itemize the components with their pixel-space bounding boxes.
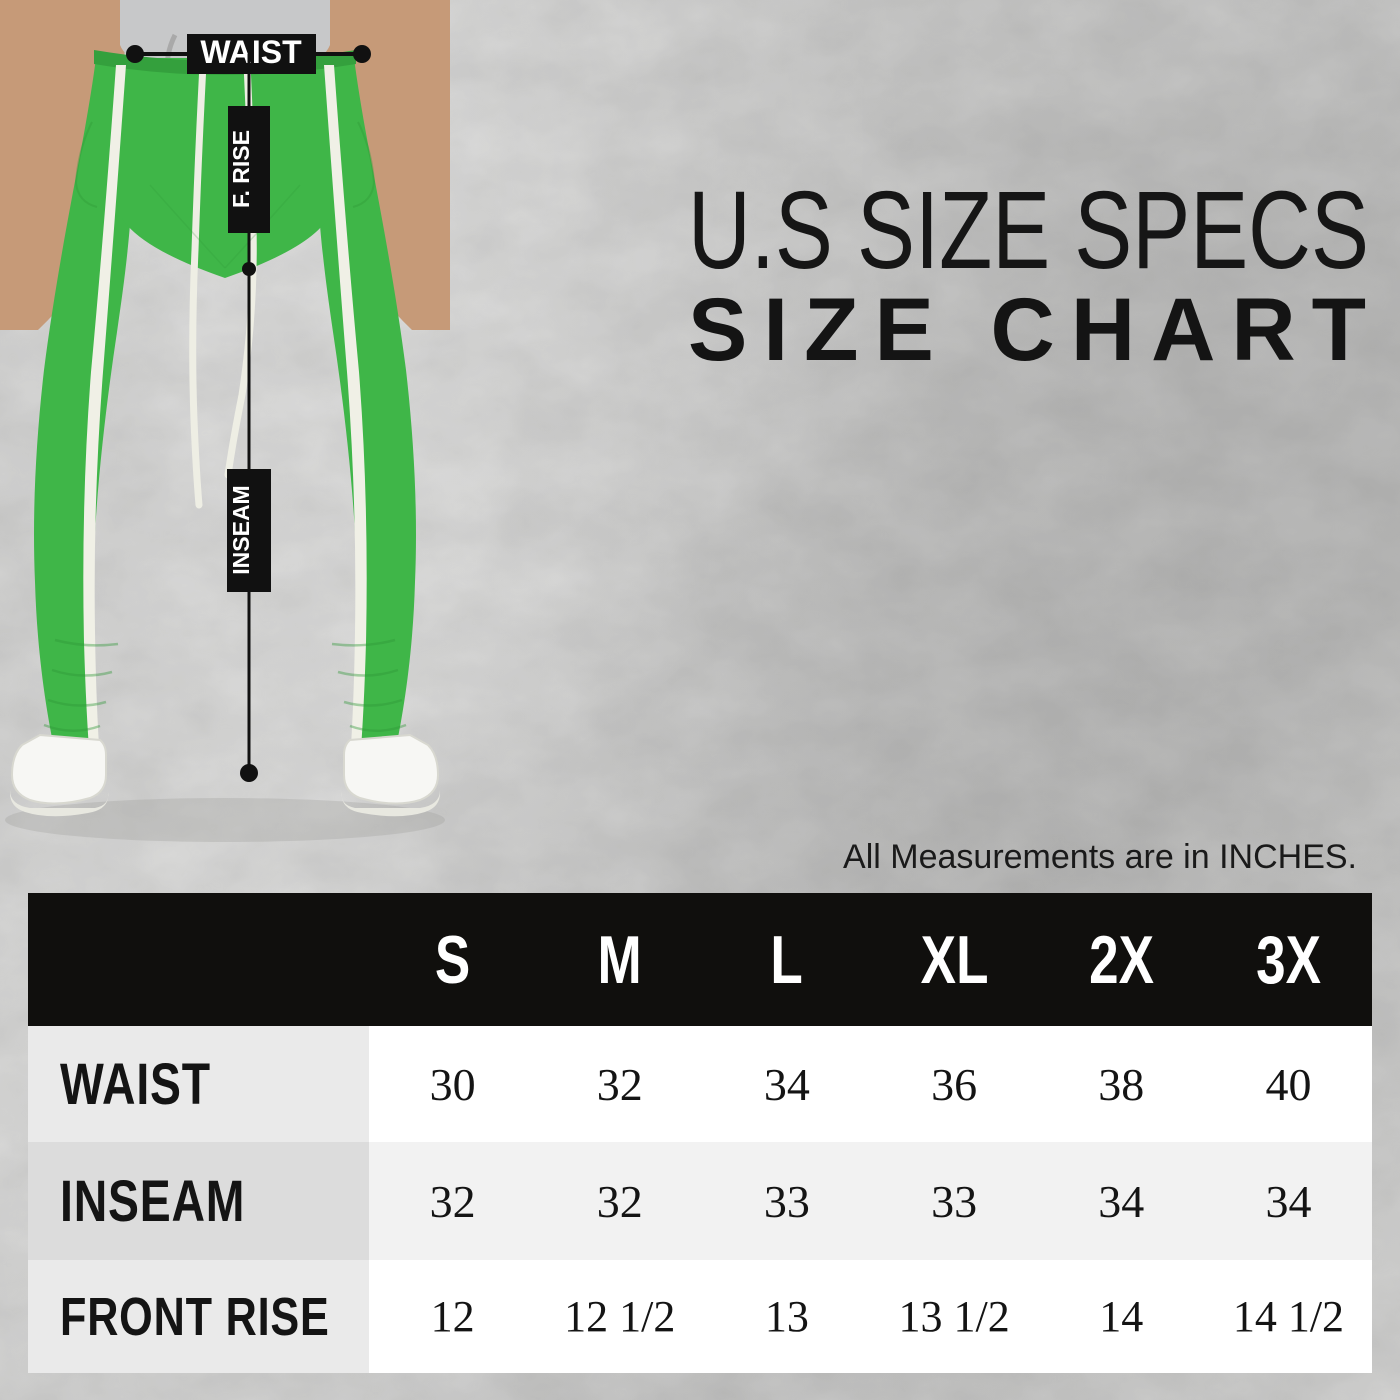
svg-text:F. RISE: F. RISE (228, 130, 254, 208)
svg-text:INSEAM: INSEAM (228, 485, 254, 574)
svg-text:WAIST: WAIST (200, 34, 302, 70)
